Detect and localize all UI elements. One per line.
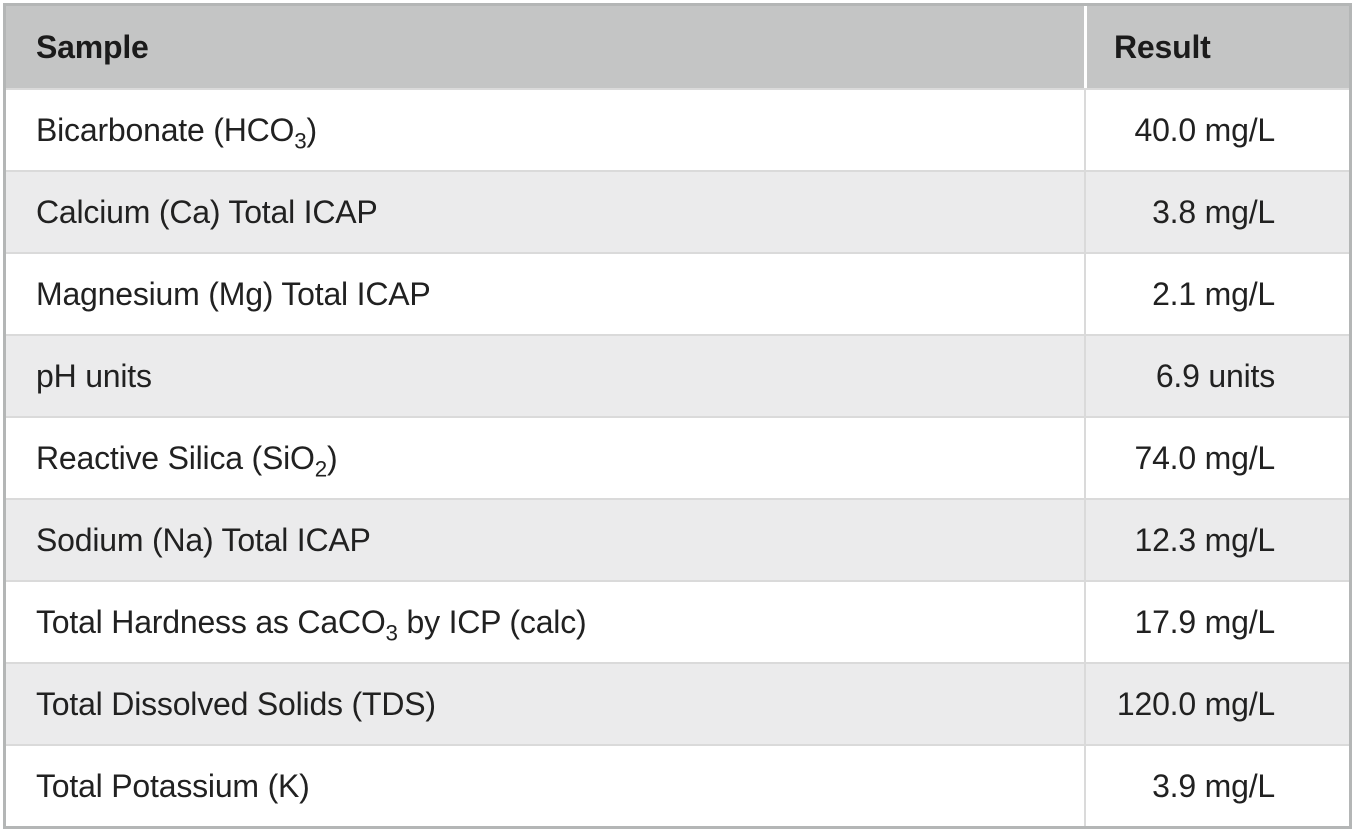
chemical-subscript: 3 <box>385 619 398 645</box>
sample-cell: pH units <box>6 334 1084 416</box>
table-row: pH units 6.9 units <box>6 334 1349 416</box>
result-cell: 40.0 mg/L <box>1084 88 1349 170</box>
table-row: Total Dissolved Solids (TDS) 120.0 mg/L <box>6 662 1349 744</box>
result-cell: 17.9 mg/L <box>1084 580 1349 662</box>
sample-cell: Total Hardness as CaCO3 by ICP (calc) <box>6 580 1084 662</box>
sample-cell: Magnesium (Mg) Total ICAP <box>6 252 1084 334</box>
sample-cell: Reactive Silica (SiO2) <box>6 416 1084 498</box>
table-row: Bicarbonate (HCO3) 40.0 mg/L <box>6 88 1349 170</box>
result-cell: 3.8 mg/L <box>1084 170 1349 252</box>
table-row: Sodium (Na) Total ICAP 12.3 mg/L <box>6 498 1349 580</box>
table-row: Reactive Silica (SiO2) 74.0 mg/L <box>6 416 1349 498</box>
sample-cell: Total Dissolved Solids (TDS) <box>6 662 1084 744</box>
result-cell: 6.9 units <box>1084 334 1349 416</box>
result-cell: 12.3 mg/L <box>1084 498 1349 580</box>
sample-cell: Calcium (Ca) Total ICAP <box>6 170 1084 252</box>
sample-cell: Sodium (Na) Total ICAP <box>6 498 1084 580</box>
water-analysis-results-table: Sample Result Bicarbonate (HCO3) 40.0 mg/… <box>3 3 1352 829</box>
result-cell: 74.0 mg/L <box>1084 416 1349 498</box>
result-cell: 120.0 mg/L <box>1084 662 1349 744</box>
column-header-result: Result <box>1084 6 1349 88</box>
table-row: Calcium (Ca) Total ICAP 3.8 mg/L <box>6 170 1349 252</box>
table-row: Total Potassium (K) 3.9 mg/L <box>6 744 1349 826</box>
sample-cell: Total Potassium (K) <box>6 744 1084 826</box>
table-row: Magnesium (Mg) Total ICAP 2.1 mg/L <box>6 252 1349 334</box>
table-row: Total Hardness as CaCO3 by ICP (calc) 17.… <box>6 580 1349 662</box>
column-header-sample: Sample <box>6 6 1084 88</box>
chemical-subscript: 2 <box>314 455 328 481</box>
chemical-subscript: 3 <box>294 127 307 153</box>
table-header-row: Sample Result <box>6 6 1349 88</box>
result-cell: 2.1 mg/L <box>1084 252 1349 334</box>
sample-cell: Bicarbonate (HCO3) <box>6 88 1084 170</box>
result-cell: 3.9 mg/L <box>1084 744 1349 826</box>
table-body: Bicarbonate (HCO3) 40.0 mg/L Calcium (Ca) … <box>6 88 1349 826</box>
